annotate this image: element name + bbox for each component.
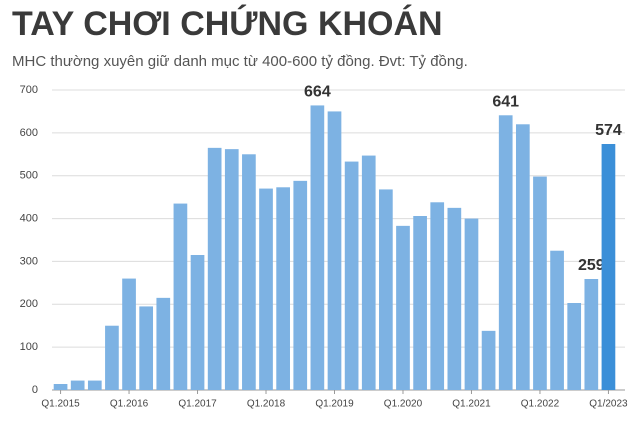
x-tick-label: Q1/2023 bbox=[589, 399, 628, 410]
bar bbox=[413, 216, 427, 390]
bar bbox=[601, 144, 616, 390]
bar bbox=[105, 325, 119, 390]
bar bbox=[276, 187, 290, 390]
y-tick-label: 0 bbox=[32, 384, 38, 396]
x-tick-label: Q1.2021 bbox=[452, 399, 491, 410]
y-tick-label: 200 bbox=[20, 298, 38, 310]
bar bbox=[533, 176, 547, 390]
y-tick-label: 400 bbox=[20, 212, 38, 224]
bar bbox=[190, 255, 205, 390]
bar bbox=[567, 303, 582, 390]
bar bbox=[584, 279, 599, 390]
bar bbox=[344, 161, 359, 390]
x-tick-label: Q1.2018 bbox=[247, 399, 286, 410]
bar bbox=[327, 111, 342, 390]
bar bbox=[498, 115, 513, 391]
bar bbox=[156, 297, 171, 390]
bar bbox=[396, 225, 410, 390]
value-label: 574 bbox=[595, 122, 622, 139]
bar bbox=[550, 250, 564, 390]
y-tick-label: 300 bbox=[20, 255, 38, 267]
bar bbox=[293, 180, 308, 390]
y-tick-label: 700 bbox=[20, 84, 38, 96]
bar bbox=[87, 380, 102, 390]
bar bbox=[515, 124, 530, 391]
bar bbox=[481, 330, 496, 390]
bar bbox=[259, 188, 273, 390]
y-tick-label: 500 bbox=[20, 170, 38, 182]
bar bbox=[53, 384, 68, 390]
bar bbox=[173, 203, 188, 390]
value-label: 641 bbox=[492, 94, 519, 111]
bar bbox=[361, 155, 376, 390]
bar bbox=[447, 207, 462, 390]
bar bbox=[379, 189, 393, 390]
bar bbox=[242, 154, 256, 390]
x-tick-label: Q1.2017 bbox=[178, 399, 217, 410]
bar bbox=[70, 380, 85, 390]
bar bbox=[224, 149, 239, 390]
x-tick-label: Q1.2020 bbox=[384, 399, 423, 410]
bar bbox=[207, 147, 222, 390]
y-tick-label: 600 bbox=[20, 127, 38, 139]
bar bbox=[464, 218, 479, 390]
x-tick-label: Q1.2019 bbox=[315, 399, 354, 410]
x-tick-label: Q1.2016 bbox=[110, 399, 149, 410]
bar bbox=[310, 105, 325, 390]
chart-subtitle: MHC thường xuyên giữ danh mục từ 400-600… bbox=[12, 53, 468, 70]
bar bbox=[122, 278, 136, 390]
bar bbox=[430, 202, 445, 390]
x-tick-label: Q1.2022 bbox=[521, 399, 560, 410]
x-tick-label: Q1.2015 bbox=[41, 399, 80, 410]
bar bbox=[139, 306, 154, 390]
value-label: 259 bbox=[578, 257, 605, 274]
chart-title: TAY CHƠI CHỨNG KHOÁN bbox=[12, 5, 443, 43]
value-label: 664 bbox=[304, 84, 331, 101]
y-tick-label: 100 bbox=[20, 341, 38, 353]
